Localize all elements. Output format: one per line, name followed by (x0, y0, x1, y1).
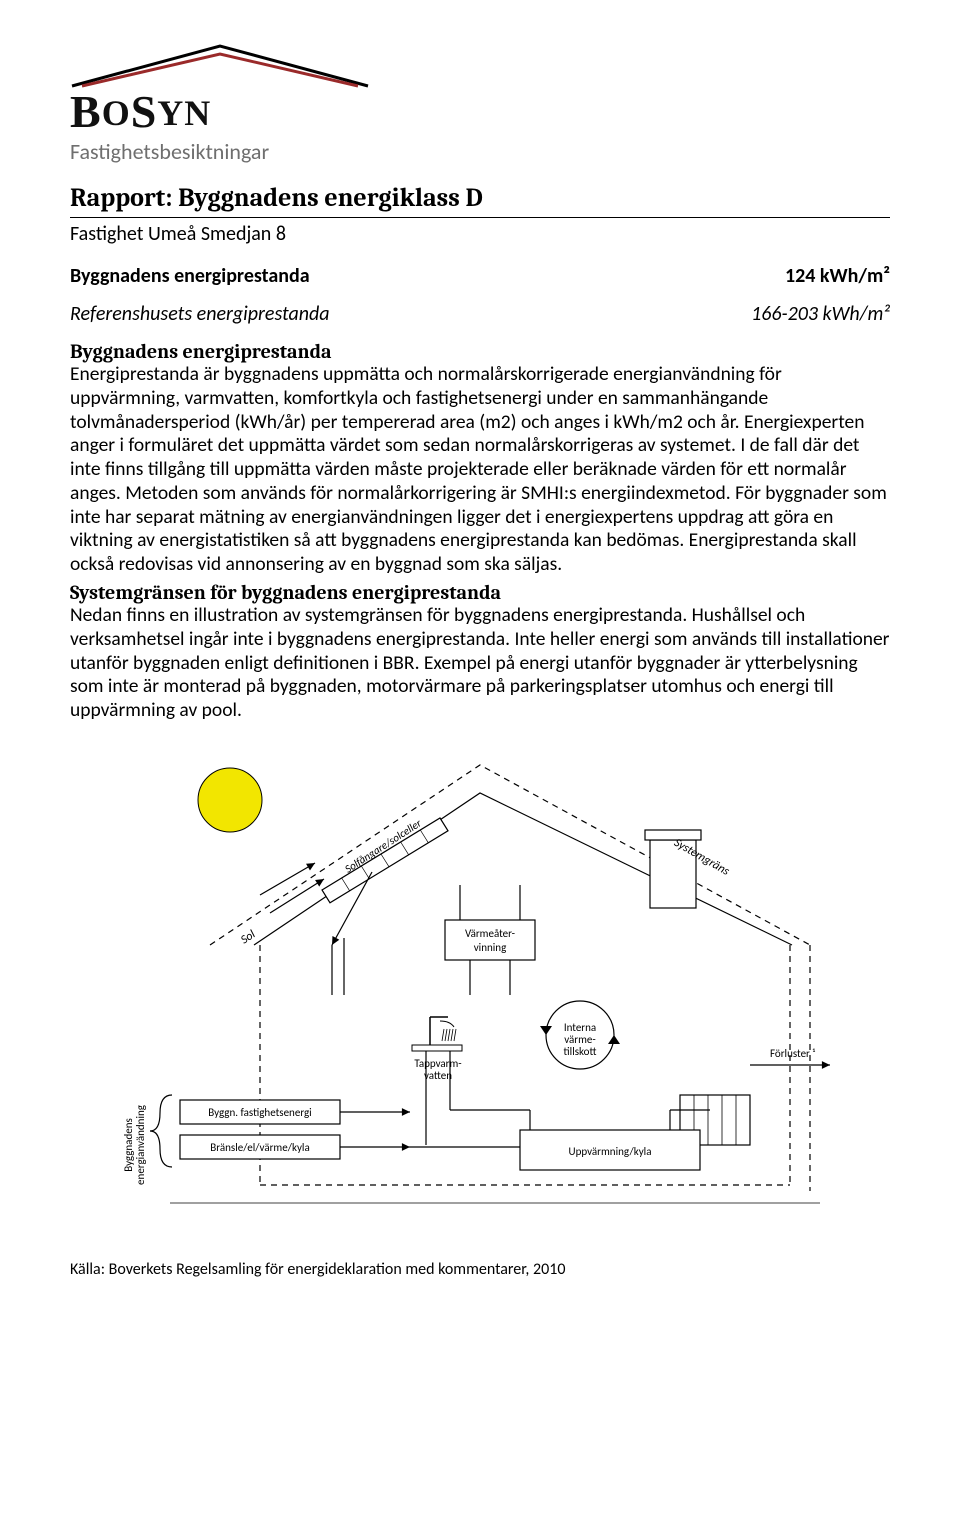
report-title: Rapport: Byggnadens energiklass D (70, 183, 890, 218)
property-line: Fastighet Umeå Smedjan 8 (70, 222, 890, 246)
svg-text:Värmeåter-: Värmeåter- (465, 927, 515, 940)
metric-reference: Referenshusets energiprestanda 166-203 k… (70, 302, 890, 326)
metric-building-label: Byggnadens energiprestanda (70, 264, 310, 288)
logo-roof-icon (70, 40, 370, 88)
system-boundary-diagram: SolSolfångare/solcellerSystemgränsVärmeå… (70, 745, 890, 1230)
svg-text:vinning: vinning (474, 941, 507, 954)
svg-text:Bränsle/el/värme/kyla: Bränsle/el/värme/kyla (210, 1141, 309, 1154)
svg-text:Förluster ¹: Förluster ¹ (770, 1047, 815, 1060)
footer-source: Källa: Boverkets Regelsamling för energi… (70, 1260, 890, 1279)
body-para-1: Energiprestanda är byggnadens uppmätta o… (70, 363, 890, 577)
body-heading-1: Byggnadens energiprestanda (70, 340, 890, 363)
metric-reference-label: Referenshusets energiprestanda (70, 302, 330, 326)
logo-brand-name: BOSYN (70, 85, 890, 138)
body-heading-2: Systemgränsen för byggnadens energiprest… (70, 581, 890, 604)
logo-subtitle: Fastighetsbesiktningar (70, 138, 890, 165)
body-para-2: Nedan finns en illustration av systemgrä… (70, 604, 890, 723)
metric-reference-value: 166-203 kWh/m² (751, 302, 890, 326)
svg-text:energianvändning: energianvändning (134, 1105, 147, 1185)
metric-building-value: 124 kWh/m² (785, 264, 890, 288)
svg-text:Uppvärmning/kyla: Uppvärmning/kyla (569, 1145, 652, 1158)
svg-text:vatten: vatten (424, 1069, 452, 1082)
logo-block: BOSYN Fastighetsbesiktningar (70, 40, 890, 165)
metric-building: Byggnadens energiprestanda 124 kWh/m² (70, 264, 890, 288)
svg-text:Byggn. fastighetsenergi: Byggn. fastighetsenergi (208, 1106, 311, 1119)
svg-text:tillskott: tillskott (564, 1045, 597, 1058)
